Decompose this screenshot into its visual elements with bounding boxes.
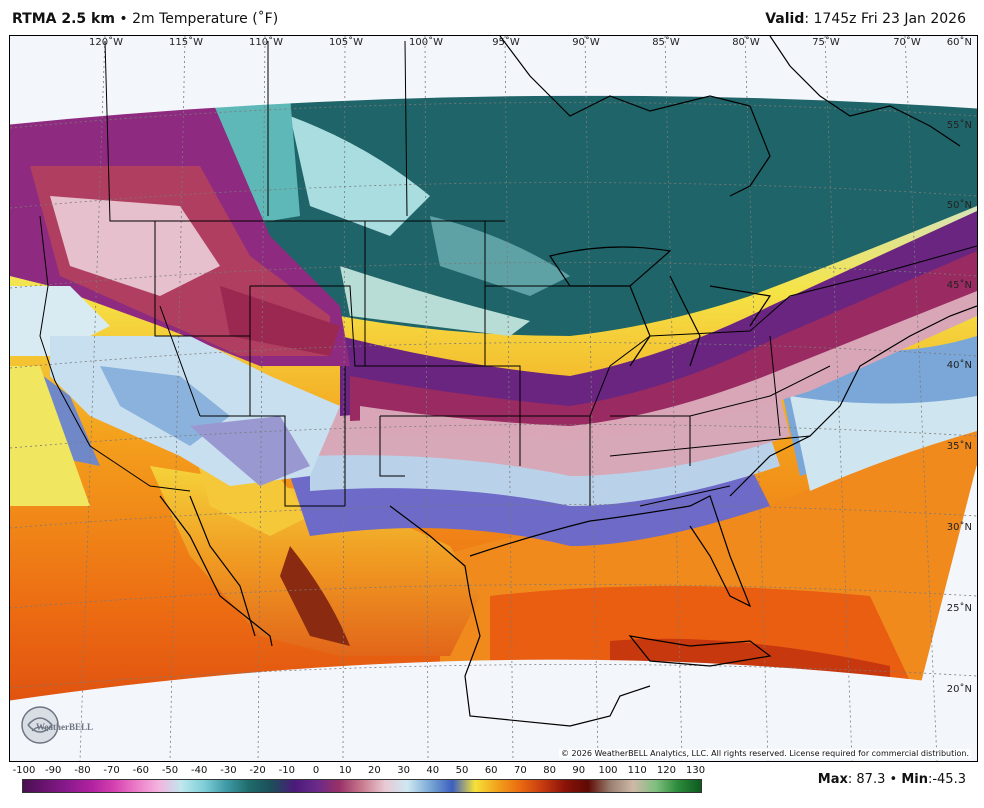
colorbar-tick-label: -60 <box>132 765 149 776</box>
lat-label: 45˚N <box>947 279 972 291</box>
lat-label: 20˚N <box>947 683 972 695</box>
valid-label: Valid <box>765 11 805 27</box>
min-value: :-45.3 <box>927 772 966 787</box>
colorbar-tick-label: -80 <box>74 765 91 776</box>
longitude-labels: 120˚W 115˚W 110˚W 105˚W 100˚W 95˚W 90˚W … <box>89 36 921 48</box>
copyright-notice: © 2026 WeatherBELL Analytics, LLC. All r… <box>559 749 971 758</box>
valid-time: Valid: 1745z Fri 23 Jan 2026 <box>765 11 966 27</box>
colorbar-tick-label: 20 <box>368 765 381 776</box>
header-bar: RTMA 2.5 km • 2m Temperature (˚F) Valid:… <box>0 0 984 34</box>
lon-label: 110˚W <box>249 36 283 48</box>
extremes-bullet: • <box>889 772 898 787</box>
max-value: : 87.3 <box>847 772 886 787</box>
colorbar-tick-label: -70 <box>103 765 120 776</box>
colorbar-tick-label: -30 <box>220 765 237 776</box>
max-min-readout: Max: 87.3 • Min:-45.3 <box>818 772 966 787</box>
colorbar-tick-label: 100 <box>598 765 618 776</box>
colorbar-tick-label: 70 <box>514 765 527 776</box>
state-borders <box>39 40 977 507</box>
lon-label: 70˚W <box>893 36 921 48</box>
colorbar-tick-label: 50 <box>455 765 469 776</box>
colorbar-tick-label: 110 <box>627 765 647 776</box>
colorbar-tick-label: 40 <box>426 765 440 776</box>
colorbar-tick-label: -90 <box>45 765 62 776</box>
lat-label: 35˚N <box>947 440 972 452</box>
lon-label: 100˚W <box>409 36 443 48</box>
colorbar-tick-label: 130 <box>686 765 706 776</box>
weatherbell-logo: WeatherBELL <box>18 703 108 747</box>
colorbar-tick-label: -50 <box>161 765 179 776</box>
model-name: RTMA 2.5 km <box>12 11 115 27</box>
map-title: RTMA 2.5 km • 2m Temperature (˚F) <box>12 11 278 27</box>
lon-label: 95˚W <box>492 36 520 48</box>
lat-label: 40˚N <box>947 359 972 371</box>
lat-label: 25˚N <box>947 602 972 614</box>
colorbar-tick-label: 10 <box>338 765 352 776</box>
colorbar-tick-label: -40 <box>191 765 208 776</box>
model-domain <box>10 95 977 701</box>
coastline <box>159 36 977 727</box>
lon-label: 105˚W <box>329 36 363 48</box>
latitude-labels: 60˚N 55˚N 50˚N 45˚N 40˚N 35˚N 30˚N 25˚N … <box>947 36 972 695</box>
lat-label: 50˚N <box>947 199 972 211</box>
colorbar-tick-labels: -100 -90 -80 -70 -60 -50 -40 -30 -20 -10 0 10 20 30 40… <box>0 765 984 779</box>
title-bullet: • <box>119 11 128 27</box>
lat-label: 30˚N <box>947 521 972 533</box>
logo-text: WeatherBELL <box>36 722 93 732</box>
min-label: Min <box>901 772 928 787</box>
lon-label: 80˚W <box>732 36 760 48</box>
lon-label: 90˚W <box>572 36 600 48</box>
colorbar-tick-label: 90 <box>572 765 586 776</box>
graticule <box>10 36 977 761</box>
valid-value: : 1745z Fri 23 Jan 2026 <box>804 11 966 27</box>
colorbar-tick-label: -20 <box>249 765 266 776</box>
colorbar-tick-label: 0 <box>312 765 320 776</box>
field-name: 2m Temperature (˚F) <box>132 11 279 27</box>
max-label: Max <box>817 772 848 787</box>
temperature-map: 120˚W 115˚W 110˚W 105˚W 100˚W 95˚W 90˚W … <box>9 35 978 762</box>
colorbar-tick-label: 120 <box>656 765 676 776</box>
colorbar-tick-label: -100 <box>12 765 36 776</box>
lat-label: 60˚N <box>947 36 972 48</box>
lon-label: 120˚W <box>89 36 123 48</box>
map-canvas: 120˚W 115˚W 110˚W 105˚W 100˚W 95˚W 90˚W … <box>10 36 977 761</box>
lon-label: 85˚W <box>652 36 680 48</box>
colorbar-tick-label: -10 <box>278 765 295 776</box>
lon-label: 115˚W <box>169 36 203 48</box>
temperature-colorbar <box>22 779 702 793</box>
colorbar-tick-label: 80 <box>543 765 556 776</box>
lat-label: 55˚N <box>947 119 972 131</box>
lon-label: 75˚W <box>812 36 840 48</box>
colorbar-tick-label: 60 <box>484 765 498 776</box>
colorbar-tick-label: 30 <box>397 765 410 776</box>
